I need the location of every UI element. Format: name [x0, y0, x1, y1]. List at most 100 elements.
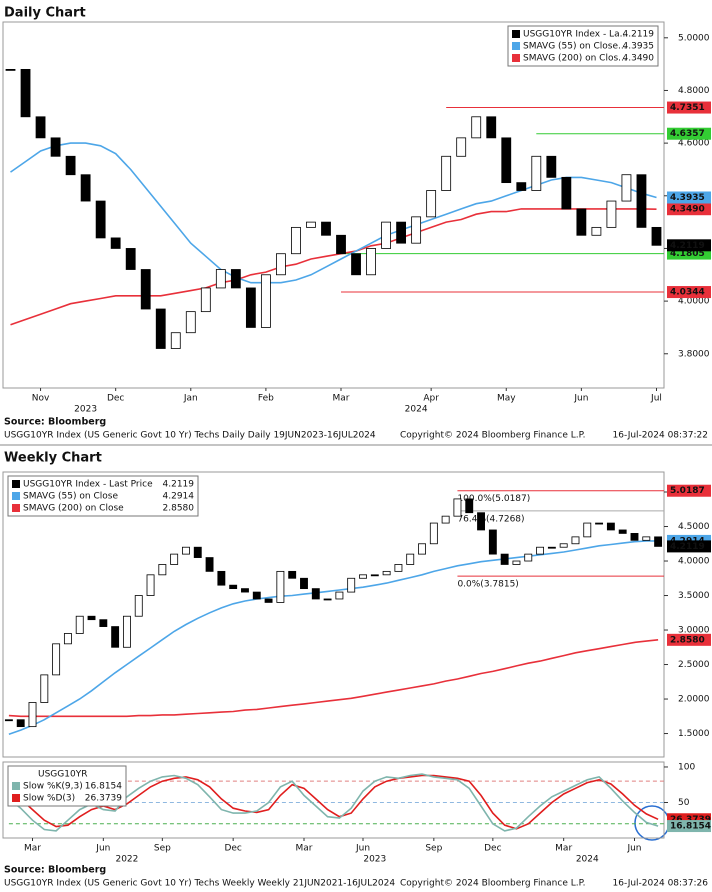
legend-title: USGG10YR — [38, 770, 87, 780]
source: Source: Bloomberg — [4, 417, 106, 428]
x-tick-label: Dec — [484, 844, 501, 854]
candle — [642, 536, 651, 541]
x-tick-label: Jan — [183, 394, 198, 404]
series-line — [8, 773, 659, 832]
candle — [75, 615, 84, 634]
legend-label: Slow %K(9,3) — [23, 782, 83, 792]
candle — [80, 174, 91, 202]
candle — [134, 595, 143, 617]
legend-label: SMAVG (55) on Close... — [523, 42, 627, 52]
legend-value: 4.3490 — [623, 54, 655, 64]
x-tick-label: May — [497, 394, 516, 404]
legend-value: 4.3935 — [623, 42, 655, 52]
level-value-label-box — [667, 286, 711, 299]
candle — [323, 598, 332, 601]
candle — [215, 269, 226, 289]
candle — [536, 546, 545, 555]
candle — [276, 570, 285, 603]
y-tick-label: 2.0000 — [678, 695, 710, 705]
last-value-label-box — [667, 203, 711, 216]
candle — [426, 190, 437, 218]
y-tick-label: 4.8000 — [678, 86, 710, 96]
candle — [370, 574, 379, 577]
legend-label: USGG10YR Index - La... — [523, 30, 628, 40]
last-value-label: 26.3739 — [670, 815, 711, 825]
candle — [300, 577, 308, 590]
y-tick-label: 3.5000 — [678, 591, 710, 601]
x-year-label: 2023 — [363, 855, 386, 865]
candle — [230, 269, 241, 289]
candle — [441, 515, 450, 524]
candle — [311, 588, 320, 600]
footer-left: USGG10YR Index (US Generic Govt 10 Yr) T… — [4, 879, 395, 889]
chart-title: Daily Chart — [4, 6, 86, 21]
y-tick-label: 4.0000 — [678, 557, 710, 567]
last-value-label: 16.8154 — [670, 822, 711, 832]
legend-value: 16.8154 — [85, 782, 122, 792]
x-year-label: 2024 — [405, 405, 428, 415]
candle — [606, 200, 617, 228]
legend-label: SMAVG (55) on Close — [23, 492, 118, 502]
candle — [125, 248, 136, 270]
y-tick-label: 50 — [678, 798, 690, 808]
candle — [28, 702, 37, 728]
candle — [16, 719, 25, 728]
candle — [621, 174, 632, 202]
legend-label: SMAVG (200) on Close — [23, 504, 124, 514]
candle — [20, 68, 31, 118]
x-tick-label: Jun — [95, 844, 110, 854]
legend-swatch — [12, 480, 20, 488]
candle — [111, 626, 120, 648]
candle — [524, 553, 533, 562]
candle — [583, 522, 592, 538]
candle — [547, 546, 556, 549]
candle — [306, 221, 316, 228]
candle — [418, 543, 426, 555]
y-tick-label: 5.0000 — [678, 33, 710, 43]
x-tick-label: Dec — [107, 394, 124, 404]
candle — [5, 68, 16, 71]
candle — [170, 553, 179, 565]
series-line — [8, 639, 659, 718]
candle — [182, 546, 190, 555]
y-tick-label: 1.5000 — [678, 729, 710, 739]
candle — [252, 591, 261, 600]
candle — [396, 221, 407, 244]
last-value-label-box — [667, 191, 711, 204]
source: Source: Bloomberg — [4, 865, 106, 876]
legend-value: 26.3739 — [85, 794, 122, 804]
candle — [651, 226, 662, 246]
candle — [381, 221, 391, 249]
candle — [241, 588, 249, 593]
legend-swatch — [12, 492, 20, 500]
candle — [366, 248, 376, 276]
level-value-label: 4.0344 — [670, 288, 705, 298]
candle — [321, 221, 331, 236]
last-value-label-box — [667, 239, 711, 252]
candle — [4, 719, 13, 722]
candle — [500, 553, 509, 565]
candle — [654, 536, 663, 547]
x-year-label: 2022 — [115, 855, 138, 865]
level-label: 0.0%(3.7815) — [457, 580, 518, 590]
candle — [512, 560, 521, 565]
candle — [561, 176, 572, 210]
candle — [63, 633, 72, 645]
candle — [406, 553, 415, 565]
candle — [465, 498, 474, 514]
candle — [110, 237, 121, 249]
candle — [571, 536, 580, 545]
y-tick-label: 3.8000 — [678, 349, 710, 359]
candle — [65, 155, 76, 176]
candle — [591, 226, 602, 236]
candle — [488, 529, 497, 555]
candle — [288, 570, 297, 579]
footer-right: 16-Jul-2024 08:37:22 — [613, 431, 709, 441]
level-value-label-box — [667, 101, 711, 114]
x-tick-label: Mar — [24, 844, 41, 854]
x-year-label: 2023 — [74, 405, 97, 415]
x-tick-label: Mar — [295, 844, 312, 854]
footer-left: USGG10YR Index (US Generic Govt 10 Yr) T… — [4, 431, 376, 441]
candle — [140, 269, 151, 310]
